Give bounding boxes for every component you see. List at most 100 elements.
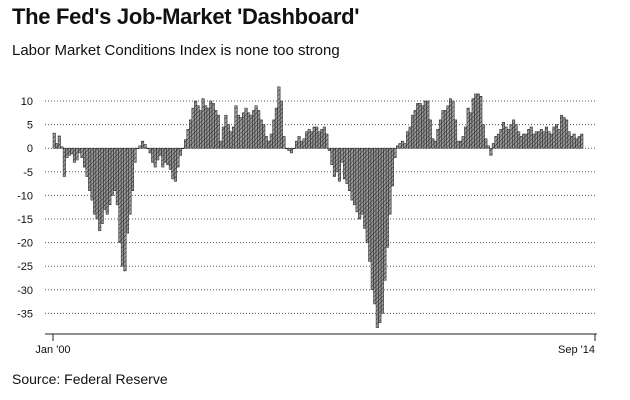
bar xyxy=(474,93,478,149)
bar xyxy=(67,147,71,156)
bar xyxy=(342,147,347,180)
bar xyxy=(479,96,483,149)
bar xyxy=(166,147,170,165)
bar xyxy=(254,105,258,149)
bar xyxy=(151,147,155,163)
bar xyxy=(368,147,372,262)
bar xyxy=(484,138,488,149)
bar xyxy=(247,112,251,149)
bar xyxy=(274,107,278,149)
bar xyxy=(332,147,336,177)
bar xyxy=(469,112,473,149)
bar xyxy=(70,147,74,155)
chart-title: The Fed's Job-Market 'Dashboard' xyxy=(12,4,360,29)
bar xyxy=(300,140,304,149)
bar xyxy=(330,147,334,165)
bar xyxy=(221,126,225,149)
bar xyxy=(191,107,195,149)
bar xyxy=(168,147,172,170)
bar xyxy=(428,119,432,149)
bar xyxy=(219,140,223,149)
bar xyxy=(388,147,392,215)
bar xyxy=(181,147,185,149)
bar xyxy=(438,119,442,149)
bar xyxy=(297,136,301,149)
bar xyxy=(360,147,364,215)
bar xyxy=(153,147,157,168)
bar xyxy=(519,136,523,149)
bar xyxy=(249,114,253,149)
bar xyxy=(549,133,553,149)
bar xyxy=(514,124,518,149)
bar xyxy=(100,147,104,224)
bar xyxy=(75,147,79,161)
bar xyxy=(176,147,180,168)
bar xyxy=(72,147,76,163)
bar xyxy=(496,133,500,149)
bar xyxy=(375,147,379,328)
bar xyxy=(446,105,450,149)
bar xyxy=(163,147,167,163)
bar xyxy=(110,147,114,196)
bar xyxy=(345,147,349,184)
bar xyxy=(370,147,374,291)
bar xyxy=(522,133,526,149)
bar xyxy=(224,114,228,149)
bar xyxy=(378,147,382,324)
y-tick-label: 5 xyxy=(27,120,33,132)
bar xyxy=(138,145,142,149)
bar xyxy=(486,145,490,149)
y-tick-label: -25 xyxy=(17,261,33,273)
y-axis-labels: 10 5 0 -5 -10 -15 -20 -25 -30 -35 xyxy=(17,96,33,320)
bar xyxy=(537,131,541,149)
y-tick-label: -35 xyxy=(17,308,33,320)
bar xyxy=(532,133,536,149)
bar xyxy=(204,105,208,149)
bar xyxy=(501,121,506,149)
bar xyxy=(80,147,84,158)
bar xyxy=(547,131,551,149)
bar xyxy=(128,147,132,215)
bar xyxy=(90,147,94,201)
bar xyxy=(133,147,137,163)
bar xyxy=(393,147,397,158)
bar xyxy=(436,129,440,149)
bar xyxy=(77,147,82,154)
bar xyxy=(148,147,152,154)
bar xyxy=(269,133,273,149)
bar xyxy=(476,93,480,149)
bar xyxy=(358,147,362,220)
bar xyxy=(459,140,463,149)
bar xyxy=(115,147,119,206)
bar xyxy=(239,117,243,149)
bar xyxy=(322,126,326,149)
bar xyxy=(320,129,324,149)
y-tick-label: -10 xyxy=(17,190,33,202)
bar xyxy=(118,147,122,243)
bar xyxy=(509,124,513,149)
bar xyxy=(229,131,233,149)
bar xyxy=(262,124,266,149)
bar xyxy=(395,145,400,149)
bar xyxy=(489,147,493,156)
bar xyxy=(98,147,102,232)
bar xyxy=(236,114,241,149)
bar xyxy=(433,140,437,149)
bar xyxy=(554,124,559,149)
bar xyxy=(504,126,508,149)
bar xyxy=(231,126,235,149)
bar xyxy=(562,117,566,149)
bar xyxy=(284,147,288,149)
bar xyxy=(337,147,341,182)
bar xyxy=(572,133,576,149)
bar xyxy=(580,133,584,149)
bar xyxy=(443,110,447,149)
bar xyxy=(577,136,581,149)
bar xyxy=(448,98,453,149)
bar xyxy=(209,100,213,149)
bar xyxy=(325,133,329,149)
bar xyxy=(390,147,394,187)
bar xyxy=(426,100,430,149)
bar xyxy=(539,129,543,149)
